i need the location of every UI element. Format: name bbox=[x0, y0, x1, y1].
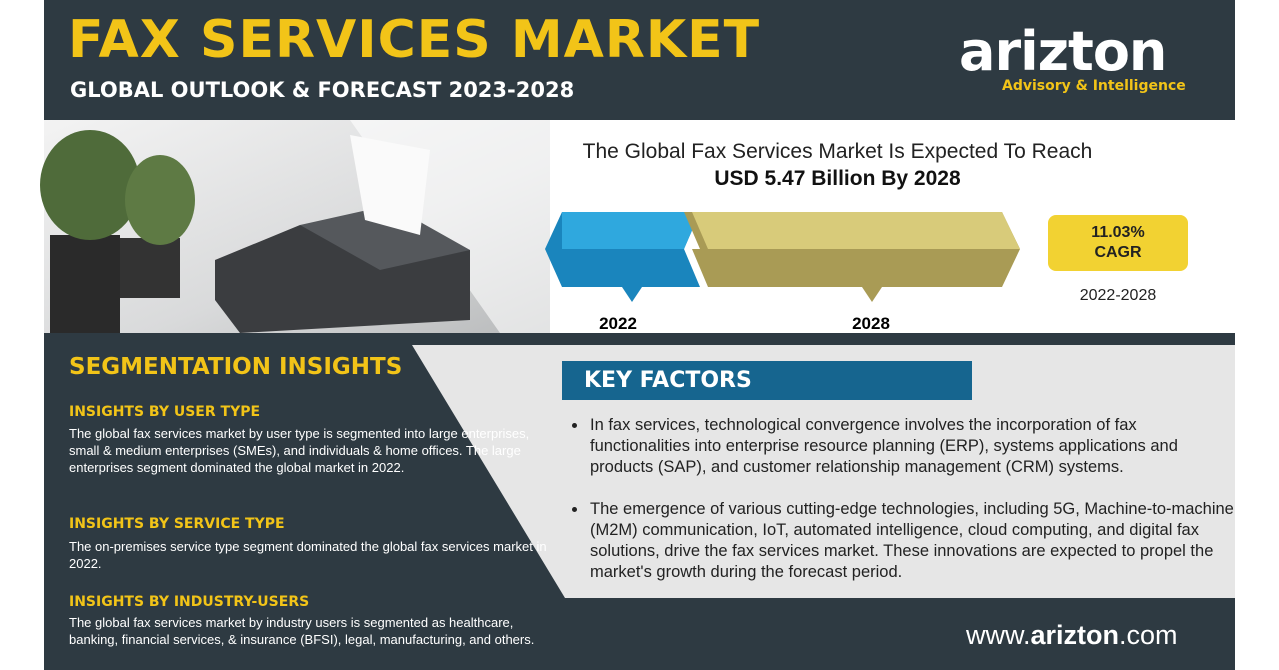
key-factor: The emergence of various cutting-edge te… bbox=[588, 499, 1238, 583]
fax-paper bbox=[350, 135, 430, 235]
segment-text: The global fax services market by indust… bbox=[69, 615, 535, 647]
cagr-label: CAGR bbox=[1094, 244, 1142, 261]
plant bbox=[40, 130, 140, 240]
url-part: .com bbox=[1119, 620, 1178, 650]
key-factor: In fax services, technological convergen… bbox=[588, 415, 1238, 478]
subtitle: GLOBAL OUTLOOK & FORECAST 2023-2028 bbox=[70, 78, 575, 102]
end-year: 2028 bbox=[852, 314, 890, 333]
segment-heading: INSIGHTS BY USER TYPE bbox=[69, 404, 261, 420]
segment-text: The on-premises service type segment dom… bbox=[69, 539, 547, 571]
start-year: 2022 bbox=[599, 314, 637, 333]
segment-text: The global fax services market by user t… bbox=[69, 426, 530, 475]
footer-url: www.arizton.com bbox=[966, 620, 1178, 651]
fax-machine bbox=[300, 205, 470, 270]
forecast-statement: The Global Fax Services Market Is Expect… bbox=[582, 140, 1093, 163]
header: FAX SERVICES MARKET GLOBAL OUTLOOK & FOR… bbox=[44, 0, 1235, 120]
key-factors-title: KEY FACTORS bbox=[562, 361, 972, 400]
segment-heading: INSIGHTS BY INDUSTRY-USERS bbox=[69, 594, 310, 610]
cagr-value: 11.03% bbox=[1091, 224, 1145, 241]
cagr-period: 2022-2028 bbox=[1079, 287, 1157, 304]
url-part: www. bbox=[966, 620, 1031, 650]
segmentation-title: SEGMENTATION INSIGHTS bbox=[69, 354, 403, 380]
title: FAX SERVICES MARKET bbox=[68, 10, 761, 70]
key-factors-panel bbox=[412, 345, 1235, 598]
plant-pot bbox=[50, 235, 120, 333]
forecast-value: USD 5.47 Billion By 2028 bbox=[714, 167, 961, 190]
arrow-2028-top bbox=[692, 212, 1020, 249]
key-factors-list: In fax services, technological convergen… bbox=[562, 415, 1238, 604]
plant-pot bbox=[120, 238, 180, 298]
arrow-pointer bbox=[622, 287, 642, 302]
arrow-pointer bbox=[862, 287, 882, 302]
logo: arizton bbox=[959, 20, 1167, 83]
arrow-2022-top bbox=[562, 212, 700, 249]
cagr-badge: 11.03% CAGR bbox=[1048, 215, 1188, 271]
segment-heading: INSIGHTS BY SERVICE TYPE bbox=[69, 516, 285, 532]
url-part: arizton bbox=[1030, 620, 1120, 650]
plant bbox=[125, 155, 195, 245]
logo-tagline: Advisory & Intelligence bbox=[1002, 78, 1186, 94]
